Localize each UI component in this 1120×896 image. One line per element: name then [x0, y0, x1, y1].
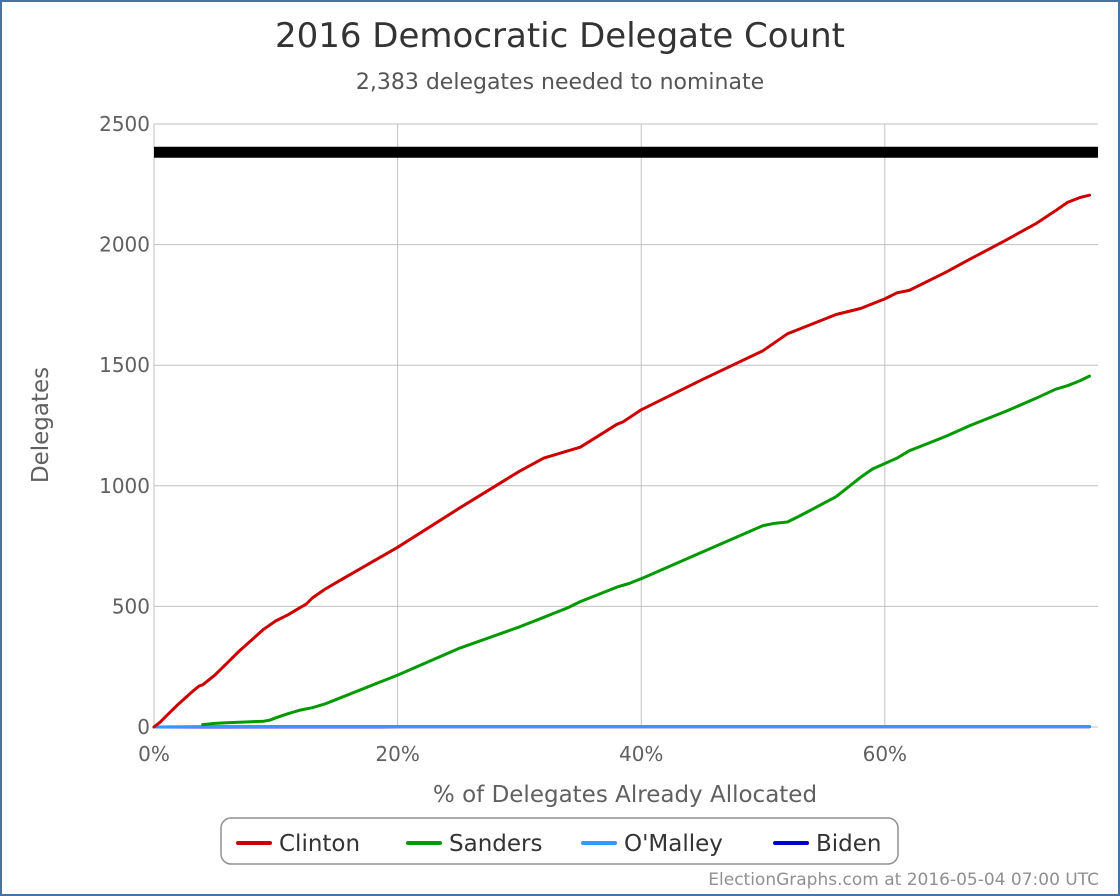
- y-tick-label: 2000: [99, 233, 150, 257]
- legend[interactable]: Clinton Sanders O'Malley Biden: [220, 817, 899, 865]
- y-axis: 0 500 1000 1500 2000 2500: [99, 112, 150, 739]
- series-line-clinton: [152, 193, 1091, 729]
- series-lines: [152, 193, 1091, 729]
- chart-title: 2016 Democratic Delegate Count: [275, 16, 845, 56]
- chart-subtitle: 2,383 delegates needed to nominate: [356, 70, 764, 95]
- credit-text: ElectionGraphs.com at 2016-05-04 07:00 U…: [708, 870, 1099, 890]
- x-tick-label: 40%: [619, 742, 663, 766]
- legend-box: [220, 817, 899, 865]
- y-tick-label: 500: [112, 594, 150, 618]
- y-axis-title: Delegates: [28, 367, 54, 483]
- series-line-omalley: [152, 725, 1091, 729]
- series-line-sanders: [201, 374, 1091, 727]
- x-tick-label: 0%: [138, 742, 170, 766]
- legend-label: O'Malley: [624, 831, 723, 857]
- y-tick-label: 2500: [99, 112, 150, 136]
- legend-label: Clinton: [279, 831, 360, 857]
- y-tick-label: 0: [137, 715, 150, 739]
- x-axis: 0% 20% 40% 60%: [138, 742, 907, 766]
- x-tick-label: 20%: [375, 742, 419, 766]
- legend-label: Sanders: [449, 831, 542, 857]
- legend-item-omalley[interactable]: O'Malley: [581, 831, 723, 857]
- legend-item-sanders[interactable]: Sanders: [406, 831, 542, 857]
- y-tick-label: 1000: [99, 474, 150, 498]
- plot-grid: [153, 123, 1098, 728]
- legend-label: Biden: [816, 831, 882, 857]
- legend-item-clinton[interactable]: Clinton: [236, 831, 360, 857]
- x-tick-label: 60%: [863, 742, 907, 766]
- legend-item-biden[interactable]: Biden: [773, 831, 882, 857]
- y-tick-label: 1500: [99, 353, 150, 377]
- x-axis-title: % of Delegates Already Allocated: [433, 782, 817, 808]
